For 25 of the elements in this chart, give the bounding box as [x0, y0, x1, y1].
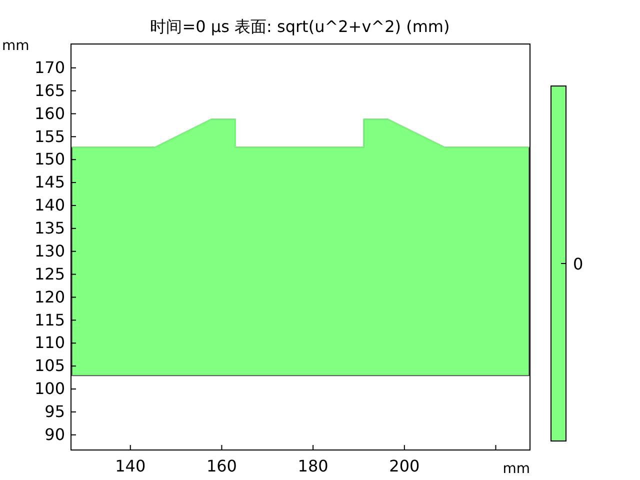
chart-title: 时间=0 µs 表面: sqrt(u^2+v^2) (mm)	[150, 17, 450, 36]
y-tick-label: 95	[44, 402, 65, 422]
x-axis-title: mm	[502, 461, 530, 477]
x-tick-label: 200	[389, 456, 420, 476]
y-tick-label: 115	[34, 310, 65, 330]
y-tick-label: 170	[34, 58, 65, 77]
y-axis-title: mm	[2, 38, 30, 54]
x-tick-label: 160	[206, 456, 237, 476]
y-tick-label: 100	[34, 379, 65, 398]
y-tick-label: 125	[34, 264, 65, 284]
y-tick-label: 165	[34, 80, 65, 100]
y-tick-label: 140	[34, 196, 65, 215]
y-tick-label: 120	[34, 287, 65, 306]
x-tick-label: 180	[298, 456, 328, 476]
y-tick-label: 105	[34, 356, 65, 376]
y-tick-label: 150	[34, 150, 65, 169]
text: 0	[573, 254, 584, 274]
y-tick-label: 160	[34, 104, 65, 123]
y-tick-label: 90	[44, 424, 65, 444]
y-tick-label: 135	[34, 218, 65, 238]
y-tick-label: 145	[34, 172, 65, 192]
y-tick-label: 130	[34, 241, 65, 260]
y-tick-label: 155	[34, 126, 65, 146]
x-tick-label: 140	[115, 456, 146, 476]
y-tick-label: 110	[34, 333, 65, 352]
